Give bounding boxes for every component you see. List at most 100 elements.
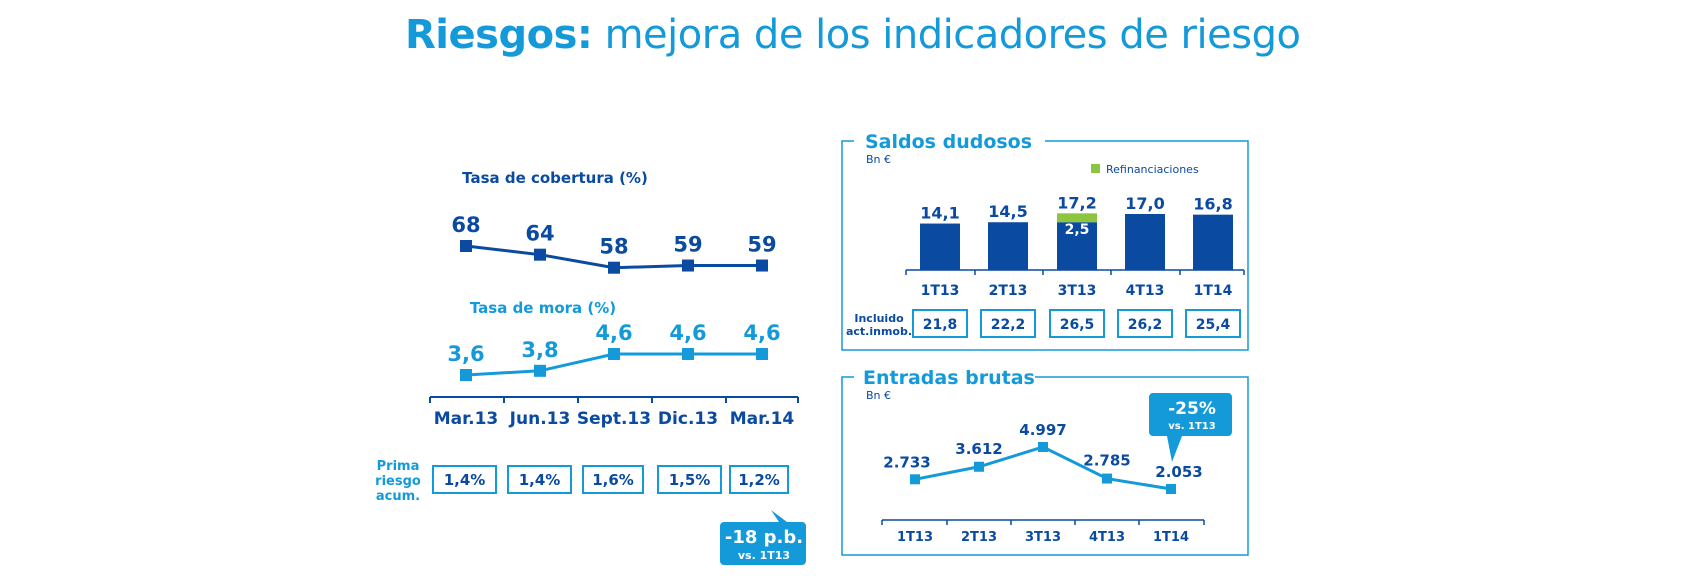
table-cell-box: [582, 465, 644, 494]
data-label-cobertura: 59: [747, 233, 776, 257]
x-tick-label: Jun.13: [509, 409, 571, 429]
data-label-mora: 4,6: [743, 321, 780, 345]
page-title: Riesgos: mejora de los indicadores de ri…: [405, 12, 1301, 58]
table-cell-value: 1,2%: [738, 471, 780, 489]
data-label-entradas: 2.053: [1155, 463, 1202, 481]
data-point-cobertura: [534, 248, 546, 261]
data-point-entradas: [1102, 473, 1112, 484]
data-point-mora: [608, 348, 620, 360]
data-label-cobertura: 64: [525, 222, 554, 246]
table-cell-box: [657, 465, 722, 494]
callout-main-entradas: -25%: [1168, 399, 1216, 419]
panel-unit-entradas: Bn €: [866, 389, 891, 402]
bar-inner-label: 2,5: [1065, 222, 1090, 238]
table-cell-value-saldos: 21,8: [923, 317, 958, 333]
x-tick-label: Mar.13: [434, 409, 498, 429]
data-point-mora: [756, 348, 768, 360]
x-tick-label-entradas: 4T13: [1089, 530, 1125, 545]
bar-refinanciaciones: [1057, 213, 1097, 223]
bar-saldos: [1057, 222, 1097, 270]
table-row-label-saldos: Incluido: [854, 312, 904, 325]
table-cell-box: [729, 465, 789, 494]
bar-saldos: [1125, 214, 1165, 270]
callout-sub-entradas: vs. 1T13: [1168, 421, 1215, 432]
table-cell-value-saldos: 26,2: [1128, 317, 1163, 333]
callout-main-prima: -18 p.b.: [725, 527, 803, 548]
data-label-cobertura: 58: [599, 235, 628, 259]
x-tick-label: Sept.13: [577, 409, 651, 429]
x-tick-label-entradas: 1T13: [897, 530, 933, 545]
data-label-entradas: 4.997: [1019, 421, 1066, 439]
x-tick-label-saldos: 4T13: [1126, 283, 1165, 299]
data-label-entradas: 3.612: [955, 440, 1002, 458]
table-cell-box-saldos: [1117, 309, 1173, 338]
bar-value-label: 16,8: [1193, 195, 1232, 214]
panel-unit-saldos: Bn €: [866, 153, 891, 166]
panel-frame-saldos: [841, 140, 1249, 351]
x-tick-label-saldos: 2T13: [989, 283, 1028, 299]
data-label-mora: 3,8: [521, 338, 558, 362]
table-cell-box: [432, 465, 497, 494]
callout-sub-prima: vs. 1T13: [738, 549, 790, 562]
table-row-label: Prima: [377, 459, 420, 474]
table-cell-value: 1,6%: [592, 471, 634, 489]
page-title-rest: mejora de los indicadores de riesgo: [592, 12, 1301, 58]
series-title-mora: Tasa de mora (%): [470, 299, 616, 317]
panel-title-saldos: Saldos dudosos: [865, 131, 1032, 153]
bar-value-label: 14,5: [988, 202, 1027, 221]
data-point-cobertura: [460, 240, 472, 252]
table-cell-value: 1,4%: [444, 471, 486, 489]
data-point-entradas: [1038, 442, 1048, 452]
table-cell-box-saldos: [1049, 309, 1105, 338]
table-cell-value-saldos: 22,2: [991, 317, 1026, 333]
bar-value-label: 14,1: [920, 204, 959, 223]
data-point-entradas: [910, 474, 920, 485]
x-tick-label-entradas: 2T13: [961, 530, 997, 545]
data-label-cobertura: 68: [451, 213, 480, 237]
table-row-label: riesgo: [375, 474, 421, 489]
table-cell-value: 1,4%: [519, 471, 561, 489]
x-tick-label: Dic.13: [658, 409, 718, 429]
table-cell-box-saldos: [912, 309, 968, 338]
panel-title-entradas: Entradas brutas: [863, 367, 1035, 389]
table-cell-box: [507, 465, 572, 494]
panel-frame-entradas: [841, 376, 1249, 556]
data-point-cobertura: [756, 259, 768, 272]
page-title-bold: Riesgos:: [405, 12, 593, 58]
table-row-label: acum.: [376, 489, 420, 504]
data-point-entradas: [1166, 484, 1176, 494]
series-line-entradas: [914, 445, 1172, 491]
legend-label-refinanciaciones: Refinanciaciones: [1106, 163, 1199, 176]
table-cell-value: 1,5%: [669, 471, 711, 489]
data-label-entradas: 2.733: [883, 453, 930, 471]
data-point-entradas: [974, 461, 984, 472]
table-cell-box-saldos: [980, 309, 1036, 338]
data-point-cobertura: [608, 261, 620, 274]
x-tick-label-saldos: 1T13: [921, 283, 960, 299]
x-tick-label-saldos: 3T13: [1058, 283, 1097, 299]
x-tick-label: Mar.14: [730, 409, 795, 429]
x-tick-label-entradas: 3T13: [1025, 530, 1061, 545]
callout-bubble-entradas: [1149, 393, 1232, 462]
x-tick-label-saldos: 1T14: [1194, 283, 1233, 299]
table-cell-value-saldos: 26,5: [1060, 317, 1095, 333]
bar-saldos: [988, 222, 1028, 270]
data-label-cobertura: 59: [673, 233, 702, 257]
data-point-mora: [682, 348, 694, 360]
legend-swatch-refinanciaciones: [1091, 164, 1100, 173]
x-tick-label-entradas: 1T14: [1153, 530, 1189, 545]
bar-saldos: [1193, 214, 1233, 270]
data-label-mora: 4,6: [595, 321, 632, 345]
data-label-entradas: 2.785: [1083, 452, 1130, 470]
bar-saldos: [920, 223, 960, 270]
table-row-label-saldos: act.inmob.: [846, 325, 912, 338]
callout-bubble-prima: [720, 510, 806, 565]
data-point-mora: [534, 364, 546, 377]
bar-value-label: 17,2: [1057, 193, 1096, 212]
data-label-mora: 3,6: [447, 342, 484, 366]
table-cell-box-saldos: [1185, 309, 1241, 338]
data-point-cobertura: [682, 259, 694, 272]
table-cell-value-saldos: 25,4: [1196, 317, 1231, 333]
data-label-mora: 4,6: [669, 321, 706, 345]
